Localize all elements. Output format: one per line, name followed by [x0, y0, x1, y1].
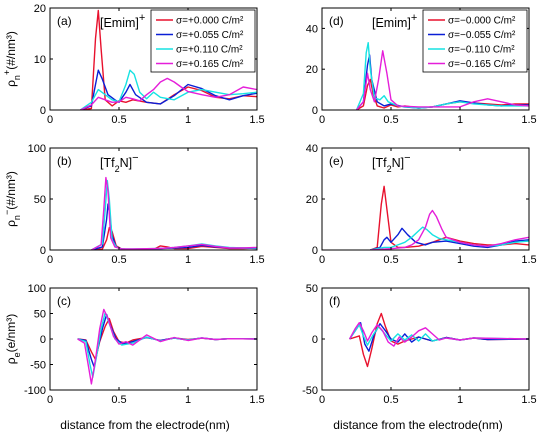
panel-label: (f) [329, 294, 340, 308]
panel-label: (b) [57, 154, 72, 168]
y-axis-label: ρe(e/nm³) [4, 314, 22, 365]
series-line-4 [80, 77, 257, 110]
legend-entry: σ=−0.000 C/m² [448, 16, 516, 27]
x-tick-label: 0 [319, 254, 325, 266]
x-tick-label: 1.5 [521, 114, 536, 126]
y-tick-label: 50 [306, 283, 318, 295]
y-tick-label: 0 [40, 245, 46, 257]
x-tick-label: 0.5 [383, 254, 398, 266]
series-line-3 [79, 69, 257, 110]
panel-label: (e) [329, 154, 344, 168]
legend-entry: σ=−0.055 C/m² [448, 30, 516, 41]
x-tick-label: 0.5 [111, 394, 126, 406]
legend-entry: σ=−0.110 C/m² [448, 45, 515, 56]
x-tick-label: 1.5 [521, 394, 536, 406]
x-tick-label: 1.5 [249, 114, 264, 126]
y-tick-label: 40 [306, 143, 318, 155]
x-tick-label: 0.5 [111, 254, 126, 266]
y-tick-label: -50 [30, 360, 46, 372]
species-label: [Tf2N]− [372, 152, 411, 174]
x-tick-label: 0 [319, 114, 325, 126]
y-tick-label: -100 [24, 385, 46, 397]
y-tick-label: 0 [40, 105, 46, 117]
y-tick-label: 0 [40, 334, 46, 346]
plot-frame [321, 7, 530, 111]
x-tick-label: 1 [457, 394, 463, 406]
legend-entry: σ=−0.165 C/m² [448, 59, 516, 70]
series-line-4 [77, 308, 257, 385]
y-tick-label: 10 [34, 54, 46, 66]
y-axis-label: ρn+(#/nm³) [2, 31, 22, 87]
y-axis-label: ρn−(#/nm³) [2, 171, 22, 227]
x-axis-label-right: distance from the electrode(nm) [333, 418, 502, 432]
y-tick-label: 100 [28, 283, 46, 295]
x-tick-label: 0 [47, 394, 53, 406]
y-tick-label: -50 [302, 385, 318, 397]
plot-frame [49, 147, 258, 251]
y-tick-label: 0 [312, 245, 318, 257]
series-line-2 [91, 203, 257, 250]
x-tick-label: 1.5 [249, 254, 264, 266]
series-line-4 [370, 209, 529, 250]
legend-entry: σ=+0.110 C/m² [176, 45, 243, 56]
panel-label: (a) [57, 14, 72, 28]
legend: σ=−0.000 C/m² σ=−0.055 C/m² σ=−0.110 C/m² σ… [422, 9, 528, 73]
series-line-4 [355, 50, 529, 110]
y-tick-label: 50 [34, 194, 46, 206]
series-line-3 [91, 179, 257, 250]
species-label: [Emim]+ [372, 12, 417, 30]
series-line-2 [80, 69, 257, 110]
x-tick-label: 1.5 [249, 394, 264, 406]
species-label: [Tf2N]− [100, 152, 139, 174]
y-tick-label: 50 [34, 309, 46, 321]
y-tick-label: 20 [34, 3, 46, 15]
panel-e: 0 0.5 1 1.5 0 20 40 (e) [Tf2N]− [306, 143, 537, 266]
x-axis-label-left: distance from the electrode(nm) [60, 418, 229, 432]
legend-entry: σ=+0.000 C/m² [176, 16, 244, 27]
y-tick-label: 20 [306, 64, 318, 76]
panel-label: (d) [329, 14, 344, 28]
x-tick-label: 1 [185, 394, 191, 406]
panel-b: 0 0.5 1 1.5 0 50 100 (b) [Tf2N]− ρn−(#/nm³) [2, 143, 265, 266]
y-tick-label: 20 [306, 194, 318, 206]
series-line-4 [348, 322, 529, 347]
x-tick-label: 0 [47, 254, 53, 266]
x-tick-label: 0 [47, 114, 53, 126]
y-tick-label: 100 [28, 143, 46, 155]
series-line-4 [91, 176, 257, 250]
x-tick-label: 1 [185, 254, 191, 266]
x-tick-label: 0 [319, 394, 325, 406]
x-tick-label: 0.5 [111, 114, 126, 126]
y-tick-label: 40 [306, 23, 318, 35]
legend: σ=+0.000 C/m² σ=+0.055 C/m² σ=+0.110 C/m² σ… [150, 9, 256, 73]
x-tick-label: 1 [457, 114, 463, 126]
species-label: [Emim]+ [100, 12, 145, 30]
y-tick-label: 0 [312, 105, 318, 117]
x-tick-label: 1.5 [521, 254, 536, 266]
panel-c: 0 0.5 1 1.5 -100 -50 0 50 100 (c) ρe(e/nm³) [4, 283, 265, 406]
x-tick-label: 1 [185, 114, 191, 126]
x-tick-label: 1 [457, 254, 463, 266]
plot-frame [321, 147, 530, 251]
panel-a: 0 0.5 1 1.5 0 10 20 (a) [Emim]+ ρn+(#/nm³) σ=+0.00… [2, 3, 265, 126]
series-line-2 [77, 313, 257, 368]
panel-label: (c) [57, 294, 71, 308]
legend-entry: σ=+0.165 C/m² [176, 59, 244, 70]
x-tick-label: 0.5 [383, 394, 398, 406]
y-tick-label: 0 [312, 334, 318, 346]
series-line-2 [370, 227, 529, 250]
legend-entry: σ=+0.055 C/m² [176, 30, 244, 41]
x-tick-label: 0.5 [383, 114, 398, 126]
